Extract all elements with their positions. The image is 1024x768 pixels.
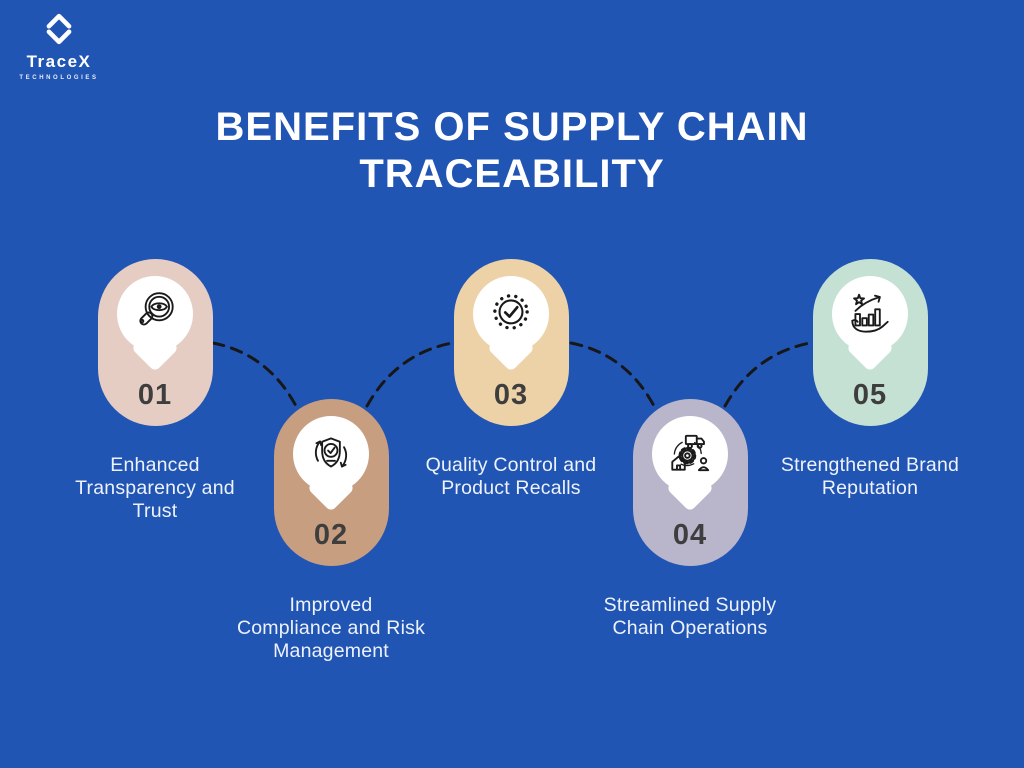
- step-number: 02: [313, 519, 349, 551]
- pill-04: 04: [632, 399, 748, 566]
- benefit-item-05: 05 Strengthened Brand Reputation: [760, 259, 980, 500]
- location-pin: [117, 276, 193, 352]
- benefit-item-03: 03 Quality Control and Product Recalls: [401, 259, 621, 500]
- page-title: BENEFITS OF SUPPLY CHAIN TRACEABILITY: [0, 104, 1024, 198]
- benefit-label: Strengthened Brand Reputation: [780, 454, 960, 499]
- benefit-label: Streamlined Supply Chain Operations: [603, 594, 777, 639]
- benefit-item-04: 04 Streamlined Supply Chain Operations: [580, 399, 800, 640]
- step-number: 03: [493, 379, 529, 411]
- shield-check-cycle-icon: [314, 437, 348, 468]
- benefit-label: Enhanced Transparency and Trust: [75, 454, 235, 522]
- tracex-logo-icon: [46, 13, 72, 45]
- growth-hand-star-icon: [851, 293, 889, 333]
- brand-name: TraceX: [26, 52, 92, 71]
- location-pin: [293, 416, 369, 492]
- benefit-item-01: 01 Enhanced Transparency and Trust: [45, 259, 265, 522]
- location-pin: [473, 276, 549, 352]
- step-number: 04: [672, 519, 708, 551]
- eye-magnifier-icon: [139, 292, 174, 326]
- benefit-item-02: 02 Improved Compliance and Risk Manageme…: [221, 399, 441, 662]
- pill-05: 05: [812, 259, 928, 426]
- brand-subtitle: TECHNOLOGIES: [19, 75, 99, 81]
- supply-chain-operations-icon: [671, 434, 710, 472]
- location-pin: [832, 276, 908, 352]
- quality-badge-check-icon: [493, 294, 529, 330]
- step-number: 05: [852, 379, 888, 411]
- pill-01: 01: [97, 259, 213, 426]
- brand-logo: TraceX TECHNOLOGIES: [14, 8, 104, 81]
- step-number: 01: [137, 379, 173, 411]
- location-pin: [652, 416, 728, 492]
- benefit-label: Improved Compliance and Risk Management: [236, 594, 426, 662]
- title-line-1: BENEFITS OF SUPPLY CHAIN: [215, 105, 809, 149]
- pill-03: 03: [453, 259, 569, 426]
- pill-02: 02: [273, 399, 389, 566]
- benefit-label: Quality Control and Product Recalls: [425, 454, 597, 499]
- title-line-2: TRACEABILITY: [359, 151, 665, 196]
